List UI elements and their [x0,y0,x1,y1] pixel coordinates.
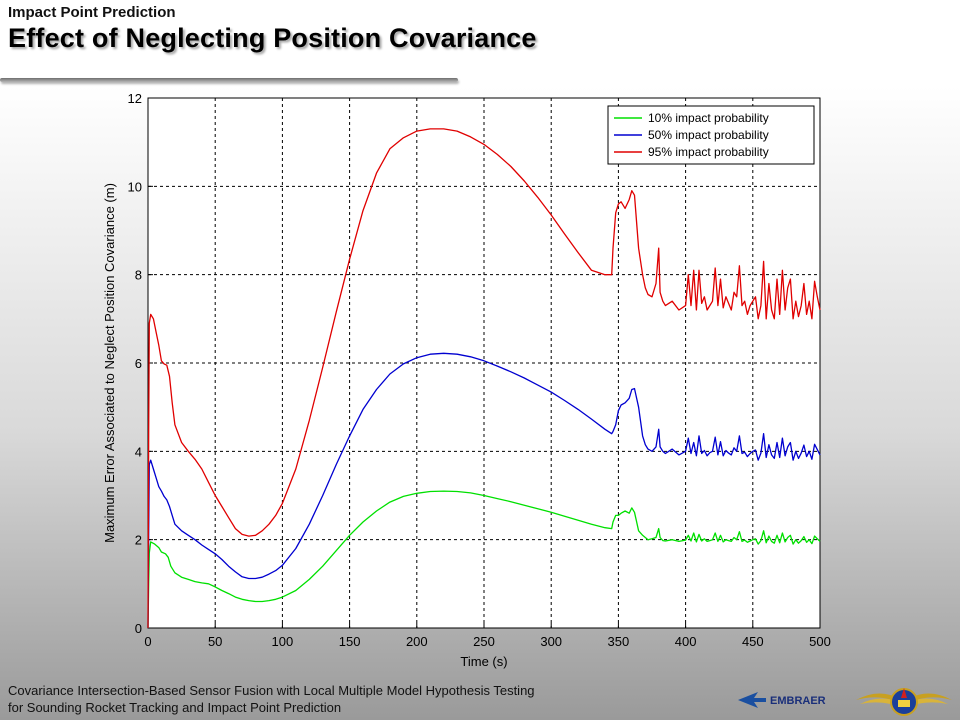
x-axis-label: Time (s) [460,654,507,669]
footer-line-2: for Sounding Rocket Tracking and Impact … [8,700,342,715]
y-tick-label: 0 [135,621,142,636]
title-underline [0,78,458,82]
x-tick-label: 100 [272,634,294,649]
footer-line-1: Covariance Intersection-Based Sensor Fus… [8,683,535,698]
legend: 10% impact probability 50% impact probabi… [607,105,815,165]
y-tick-label: 2 [135,533,142,548]
y-tick-label: 4 [135,444,142,459]
legend-label: 50% impact probability [648,128,769,142]
y-tick-label: 8 [135,268,142,283]
series-line-2 [147,352,821,629]
y-tick-label: 12 [128,91,142,106]
legend-label: 10% impact probability [648,111,769,125]
line-chart: 0 50 100 150 200 250 300 350 400 450 500024681012 … [102,91,831,669]
x-tick-label: 450 [742,634,764,649]
embraer-logo-text: EMBRAER [770,695,826,707]
x-tick-label: 150 [339,634,361,649]
embraer-arrow-icon [738,692,766,708]
x-tick-label: 0 [144,634,151,649]
x-tick-label: 400 [675,634,697,649]
footer: Covariance Intersection-Based Sensor Fus… [8,682,688,716]
x-tick-label: 50 [208,634,222,649]
y-axis-label: Maximum Error Associated to Neglect Posi… [102,183,117,543]
axis-ticks: 0 50 100 150 200 250 300 350 400 450 500 0 2 4 6 8 10 12 [128,91,831,649]
header: Impact Point Prediction Effect of Neglec… [8,4,537,54]
series-line-3 [147,128,821,629]
x-tick-label: 250 [473,634,495,649]
x-tick-label: 200 [406,634,428,649]
ita-wings-icon [856,688,952,716]
slide-subtitle: Impact Point Prediction [8,4,176,21]
legend-label: 95% impact probability [648,145,769,159]
series-line-1 [147,490,821,629]
grid-lines [148,98,820,628]
y-tick-label: 10 [128,179,142,194]
x-tick-label: 300 [540,634,562,649]
x-tick-label: 500 [809,634,831,649]
legend-box [607,105,815,165]
slide-title: Effect of Neglecting Position Covariance [8,23,537,53]
series-lines [147,128,821,629]
y-tick-label: 6 [135,356,142,371]
embraer-logo: EMBRAER [738,692,826,708]
x-tick-label: 350 [608,634,630,649]
